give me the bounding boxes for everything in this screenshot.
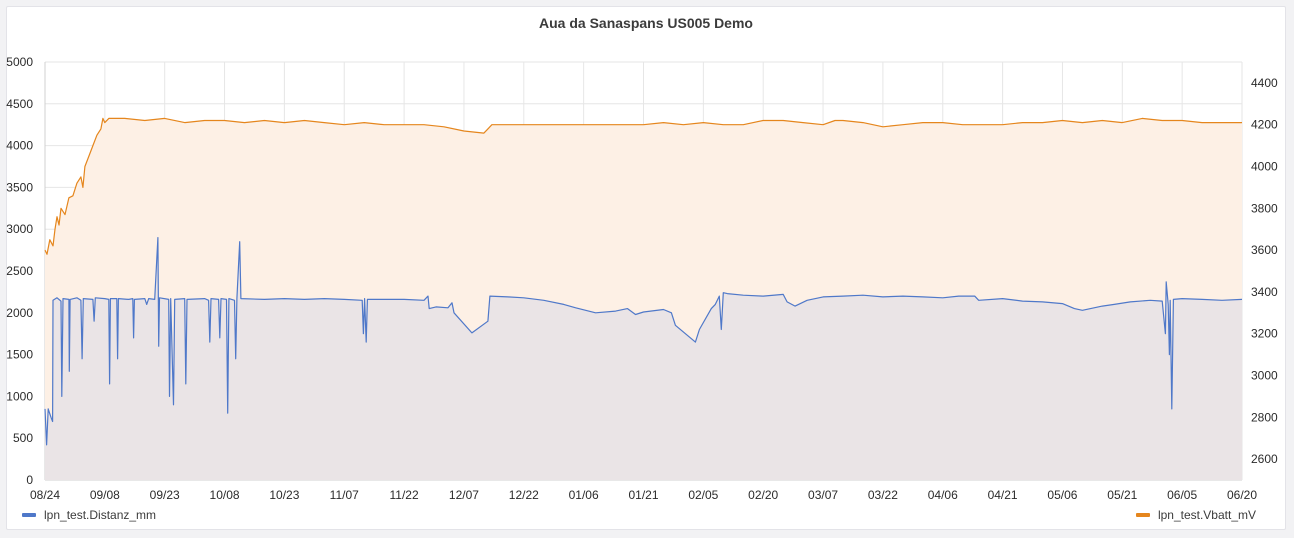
y-left-tick-label: 1000 [6, 389, 33, 403]
x-tick-label: 09/23 [150, 488, 180, 502]
x-tick-label: 10/08 [210, 488, 240, 502]
x-tick-label: 02/05 [688, 488, 718, 502]
y-left-tick-label: 2500 [6, 264, 33, 278]
y-right-tick-label: 3800 [1251, 201, 1278, 215]
x-tick-label: 01/06 [569, 488, 599, 502]
y-right-tick-label: 4200 [1251, 118, 1278, 132]
y-right-tick-label: 3000 [1251, 369, 1278, 383]
y-left-tick-label: 500 [13, 431, 33, 445]
y-right-tick-label: 4000 [1251, 160, 1278, 174]
legend-swatch-distanz [22, 513, 36, 517]
x-tick-label: 09/08 [90, 488, 120, 502]
legend-label-vbatt: lpn_test.Vbatt_mV [1157, 508, 1256, 522]
y-left-tick-label: 4500 [6, 97, 33, 111]
x-tick-label: 11/22 [390, 488, 419, 502]
x-tick-label: 01/21 [628, 488, 658, 502]
panel-title: Aua da Sanaspans US005 Demo [539, 15, 753, 31]
x-tick-label: 05/21 [1107, 488, 1137, 502]
legend-item-vbatt[interactable]: lpn_test.Vbatt_mV [1135, 506, 1256, 524]
y-left-tick-label: 1500 [6, 348, 33, 362]
y-right-tick-label: 3200 [1251, 327, 1278, 341]
legend-swatch-vbatt [1135, 513, 1150, 517]
y-left-tick-label: 3500 [6, 180, 33, 194]
x-tick-label: 11/07 [330, 488, 359, 502]
legend-item-distanz[interactable]: lpn_test.Distanz_mm [22, 506, 156, 524]
x-tick-label: 05/06 [1047, 488, 1077, 502]
x-tick-label: 12/07 [449, 488, 479, 502]
y-left-tick-label: 2000 [6, 306, 33, 320]
y-left-tick-label: 4000 [6, 139, 33, 153]
y-axis-right: 2600 2800 3000 3200 3400 3600 3800 4000 4200 4400 [1251, 76, 1278, 466]
x-tick-label: 12/22 [509, 488, 539, 502]
x-axis: 08/24 09/08 09/23 10/08 10/23 11/07 11/22 12/07… [30, 488, 1257, 502]
y-left-tick-label: 3000 [6, 222, 33, 236]
y-right-tick-label: 3400 [1251, 285, 1278, 299]
x-tick-label: 06/20 [1227, 488, 1257, 502]
series-line-vbatt [44, 117, 1242, 255]
x-tick-label: 04/06 [928, 488, 958, 502]
x-tick-label: 03/22 [868, 488, 898, 502]
y-right-tick-label: 2800 [1251, 410, 1278, 424]
x-tick-label: 03/07 [808, 488, 838, 502]
series-lines [44, 117, 1243, 446]
x-tick-label: 10/23 [269, 488, 299, 502]
y-axis-left: 0 500 1000 1500 2000 2500 3000 3500 4000 4500 5000 [6, 55, 33, 487]
x-tick-label: 04/21 [988, 488, 1018, 502]
y-left-tick-label: 0 [26, 473, 33, 487]
x-tick-label: 02/20 [748, 488, 778, 502]
y-right-tick-label: 2600 [1251, 452, 1278, 466]
series-line-distanz [44, 237, 1243, 446]
x-tick-label: 08/24 [30, 488, 60, 502]
y-right-tick-label: 4400 [1251, 76, 1278, 90]
x-tick-label: 06/05 [1167, 488, 1197, 502]
y-right-tick-label: 3600 [1251, 243, 1278, 257]
legend-label-distanz: lpn_test.Distanz_mm [44, 508, 157, 522]
y-left-tick-label: 5000 [6, 55, 33, 69]
